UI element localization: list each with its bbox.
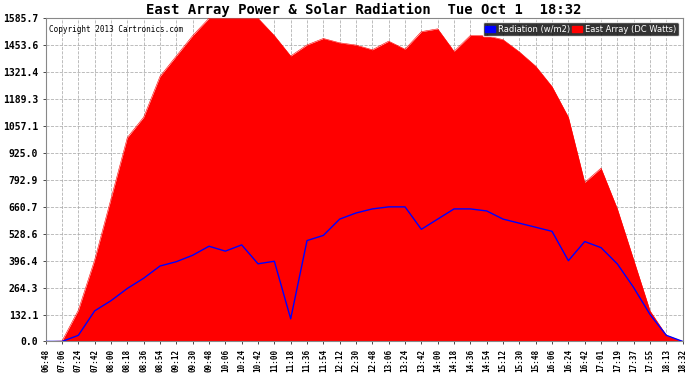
Title: East Array Power & Solar Radiation  Tue Oct 1  18:32: East Array Power & Solar Radiation Tue O… bbox=[146, 3, 582, 17]
Legend: Radiation (w/m2), East Array (DC Watts): Radiation (w/m2), East Array (DC Watts) bbox=[483, 22, 678, 36]
Text: Copyright 2013 Cartronics.com: Copyright 2013 Cartronics.com bbox=[49, 25, 183, 34]
